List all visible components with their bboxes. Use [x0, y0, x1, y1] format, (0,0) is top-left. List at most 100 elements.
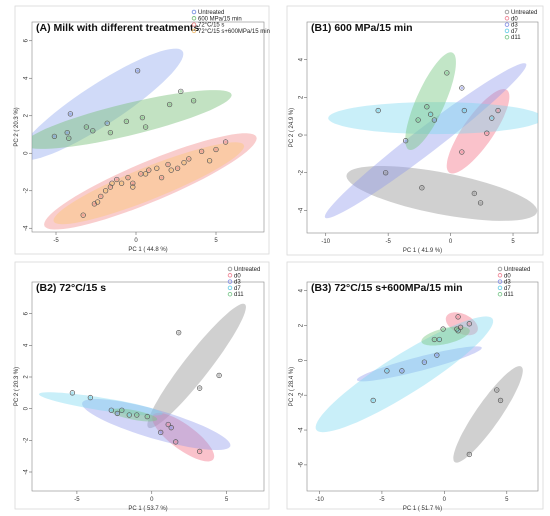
- data-point-fill: [99, 194, 103, 198]
- panel-title: (B3) 72°C/15 s+600MPa/15 min: [311, 282, 463, 294]
- data-point: [114, 410, 120, 417]
- x-tick-label: -5: [379, 497, 385, 503]
- data-point: [154, 165, 160, 171]
- data-point-fill: [126, 176, 130, 180]
- data-point-fill: [110, 181, 114, 185]
- legend-marker: [504, 22, 510, 27]
- panel-frame: [286, 261, 544, 510]
- data-point: [158, 174, 165, 181]
- data-point: [83, 124, 90, 130]
- data-point-fill: [135, 413, 139, 417]
- data-point-fill: [441, 327, 445, 331]
- data-point-fill: [65, 131, 69, 135]
- y-axis-label: PC 2 ( 28.4 %): [289, 367, 295, 406]
- panel-frame: [14, 261, 270, 510]
- x-tick-label: 5: [511, 239, 515, 245]
- data-point-fill: [429, 112, 433, 116]
- data-point-fill: [144, 172, 148, 176]
- legend-label: 72°C/15 s+600MPa/15 min: [198, 29, 270, 35]
- y-axis-label: PC 2 ( 20.3 %): [14, 367, 20, 406]
- data-point-fill: [214, 148, 218, 151]
- legend-label: d0: [511, 16, 518, 22]
- data-point-fill: [145, 415, 149, 418]
- x-tick-label: -10: [315, 497, 324, 503]
- legend-label: Untreated: [234, 267, 260, 273]
- data-point: [444, 70, 450, 76]
- data-point: [489, 115, 495, 121]
- legend-label: Untreated: [198, 10, 224, 16]
- data-point: [176, 330, 182, 336]
- legend-label: d7: [234, 286, 241, 292]
- data-point-fill: [479, 201, 482, 205]
- data-point-fill: [499, 399, 502, 402]
- data-layer: [315, 312, 523, 463]
- data-point-fill: [166, 163, 170, 166]
- data-point-fill: [435, 353, 439, 357]
- data-point-fill: [371, 399, 375, 402]
- data-point-fill: [131, 181, 135, 185]
- panel-title: (B1) 600 MPa/15 min: [311, 22, 413, 34]
- data-point-fill: [104, 189, 107, 193]
- data-point-fill: [69, 112, 72, 116]
- data-point: [431, 336, 438, 343]
- data-point-fill: [456, 315, 460, 319]
- data-point: [102, 188, 109, 194]
- y-tick-label: 4: [299, 288, 305, 292]
- data-point-fill: [131, 185, 135, 189]
- data-point: [440, 326, 446, 332]
- data-point: [69, 390, 76, 396]
- data-point: [119, 407, 125, 413]
- data-point: [66, 135, 72, 141]
- data-point: [419, 185, 425, 191]
- data-point: [174, 165, 181, 171]
- x-tick-label: -5: [385, 239, 391, 245]
- data-point: [213, 146, 219, 153]
- data-point-fill: [217, 374, 221, 377]
- y-tick-label: -2: [24, 187, 30, 193]
- data-point-fill: [182, 161, 186, 165]
- data-point: [158, 429, 164, 436]
- y-tick-label: 0: [24, 406, 30, 410]
- data-point: [130, 184, 136, 190]
- x-axis-label: PC 1 ( 44.8 %): [128, 247, 167, 253]
- legend-marker: [497, 291, 503, 297]
- data-point: [402, 138, 409, 144]
- x-tick-label: 0: [134, 238, 138, 244]
- data-point-fill: [422, 360, 426, 364]
- data-layer: [38, 303, 246, 462]
- data-point: [168, 167, 174, 173]
- data-point-fill: [472, 192, 476, 195]
- data-point: [64, 129, 70, 136]
- data-point-fill: [445, 71, 449, 75]
- y-tick-label: -2: [299, 169, 305, 175]
- data-point-fill: [176, 166, 180, 170]
- data-point: [108, 407, 114, 413]
- data-point-fill: [125, 119, 128, 123]
- legend-marker: [227, 273, 233, 278]
- x-tick-label: 5: [214, 238, 218, 244]
- data-point-fill: [177, 331, 181, 335]
- data-point: [94, 199, 101, 205]
- data-point: [178, 88, 184, 95]
- y-tick-label: 4: [24, 343, 30, 347]
- data-point-fill: [455, 327, 459, 331]
- x-tick-label: 0: [150, 497, 154, 503]
- plot-area: [306, 21, 539, 234]
- data-point-fill: [169, 426, 173, 430]
- legend-marker: [191, 16, 197, 21]
- x-tick-label: -5: [74, 497, 80, 503]
- legend-marker: [497, 266, 503, 272]
- y-axis-label: PC 2 ( 20.3 %): [14, 107, 20, 146]
- data-point-fill: [192, 99, 196, 103]
- panel-frame: [286, 5, 544, 256]
- data-point-fill: [420, 186, 424, 190]
- data-point-fill: [88, 396, 92, 399]
- data-point: [134, 68, 141, 74]
- confidence-ellipse: [147, 303, 246, 429]
- data-point-fill: [109, 131, 112, 135]
- data-point: [146, 167, 152, 173]
- x-tick-label: 0: [443, 497, 447, 503]
- data-point-fill: [400, 369, 404, 373]
- legend-label: d11: [511, 35, 521, 41]
